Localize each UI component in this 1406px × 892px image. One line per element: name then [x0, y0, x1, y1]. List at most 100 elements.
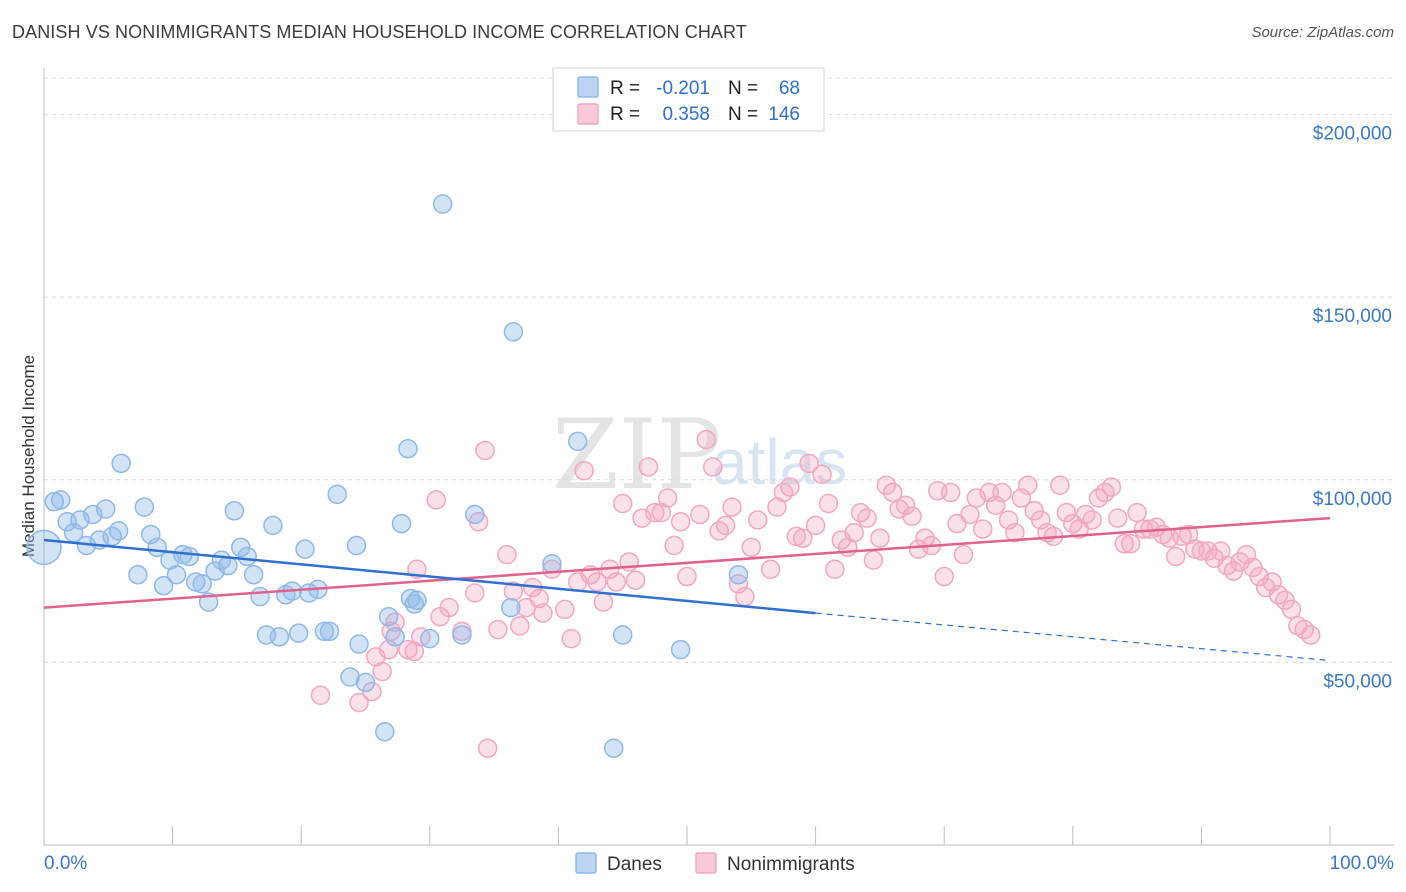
axes: [43, 68, 1394, 846]
danes-point: [95, 499, 116, 519]
danes-point: [153, 575, 174, 596]
nonimmigrants-point: [960, 504, 980, 525]
nonimmigrants-point: [1101, 477, 1122, 497]
nonimmigrants-point: [760, 559, 781, 579]
nonimmigrants-point: [883, 482, 903, 503]
nonimmigrants-point: [1127, 502, 1147, 523]
nonimmigrants-point: [1281, 599, 1302, 620]
nonimmigrants-point: [612, 493, 633, 514]
danes-point: [612, 625, 633, 645]
legend-nonimmigrants-r-value: 0.358: [662, 104, 710, 125]
nonimmigrants-point: [992, 482, 1012, 503]
danes-point: [218, 555, 238, 576]
danes-point: [263, 515, 283, 536]
legend-danes-swatch: [577, 76, 599, 98]
danes-point: [542, 554, 562, 574]
legend-danes-n-label: N =: [728, 78, 758, 99]
legend-danes-n-value: 68: [779, 78, 800, 99]
nonimmigrants-point: [439, 597, 459, 618]
danes-point: [465, 504, 485, 525]
legend-danes-r-value: -0.201: [656, 78, 710, 99]
nonimmigrants-point: [625, 570, 646, 590]
danes-point: [26, 529, 62, 566]
danes-point: [179, 546, 200, 567]
danes-point: [452, 625, 472, 645]
nonimmigrants-point: [799, 453, 819, 474]
nonimmigrants-point: [555, 599, 575, 620]
nonimmigrants-point: [670, 512, 691, 532]
source-label: Source: ZipAtlas.com: [1251, 24, 1394, 41]
nonimmigrants-points: [310, 429, 1321, 758]
danes-point: [391, 513, 412, 534]
watermark-zip: ZIP: [552, 399, 721, 511]
x-tick-label: 0.0%: [44, 853, 87, 874]
danes-point: [295, 539, 315, 559]
nonimmigrants-point: [372, 661, 392, 682]
bottom-legend-danes-swatch: [575, 852, 597, 874]
nonimmigrants-point: [1114, 533, 1134, 554]
nonimmigrants-point: [870, 528, 890, 548]
trend-lines: [43, 516, 1331, 662]
y-tick-label: $100,000: [1313, 489, 1392, 510]
nonimmigrants-point: [510, 616, 530, 636]
nonimmigrants-point: [645, 502, 665, 523]
nonimmigrants-point: [715, 515, 736, 536]
nonimmigrants-point: [475, 440, 495, 461]
legend-nonimmigrants-r-label: R =: [610, 104, 640, 125]
danes-point: [224, 501, 245, 521]
danes-point: [398, 438, 418, 459]
nonimmigrants-point: [690, 504, 710, 525]
bottom-legend-danes-label: Danes: [607, 854, 662, 875]
danes-point: [407, 590, 427, 611]
danes-point: [385, 627, 405, 647]
danes-point: [728, 564, 749, 585]
y-tick-label: $150,000: [1313, 306, 1392, 327]
nonimmigrants-point: [812, 464, 832, 485]
danes-point: [319, 621, 340, 642]
danes-point: [503, 322, 524, 342]
legend-danes-r-label: R =: [610, 78, 640, 99]
nonimmigrants-point: [426, 490, 446, 510]
danes-point: [314, 621, 335, 642]
danes-point: [192, 574, 212, 594]
danes-point: [346, 535, 367, 556]
nonimmigrants-point: [722, 497, 742, 517]
nonimmigrants-point: [1082, 510, 1102, 530]
nonimmigrants-point: [657, 488, 678, 508]
nonimmigrants-point: [1108, 508, 1128, 528]
nonimmigrants-point: [593, 592, 614, 612]
y-tick-label: $200,000: [1313, 124, 1392, 145]
danes-trend-line: [43, 538, 816, 615]
nonimmigrants-point: [561, 628, 582, 649]
danes-point: [432, 194, 453, 214]
bottom-legend: Danes Nonimmigrants: [575, 852, 855, 875]
nonimmigrants-point: [953, 544, 974, 565]
danes-point: [501, 597, 521, 618]
bottom-legend-nonimmigrants-swatch: [695, 852, 717, 874]
danes-point: [327, 484, 347, 505]
danes-point: [269, 627, 290, 647]
nonimmigrants-point: [1165, 546, 1186, 567]
nonimmigrants-point: [1050, 475, 1070, 495]
nonimmigrants-point: [857, 508, 877, 528]
nonimmigrants-point: [825, 559, 845, 579]
nonimmigrants-point: [805, 515, 826, 536]
nonimmigrants-point: [818, 493, 839, 514]
danes-point: [288, 623, 309, 643]
legend-nonimmigrants-n-label: N =: [728, 104, 758, 125]
danes-point: [50, 490, 71, 510]
legend-nonimmigrants-swatch: [577, 103, 599, 125]
nonimmigrants-trend-line: [43, 516, 1331, 609]
danes-point: [250, 586, 270, 607]
nonimmigrants-point: [477, 738, 498, 758]
nonimmigrants-point: [735, 586, 755, 607]
danes-trend-extension: [815, 612, 1331, 662]
nonimmigrants-point: [1120, 533, 1141, 554]
nonimmigrants-point: [747, 510, 768, 530]
nonimmigrants-point: [529, 588, 549, 609]
danes-point: [375, 722, 395, 742]
nonimmigrants-point: [1018, 475, 1038, 495]
nonimmigrants-point: [863, 550, 884, 570]
nonimmigrants-point: [940, 482, 961, 503]
